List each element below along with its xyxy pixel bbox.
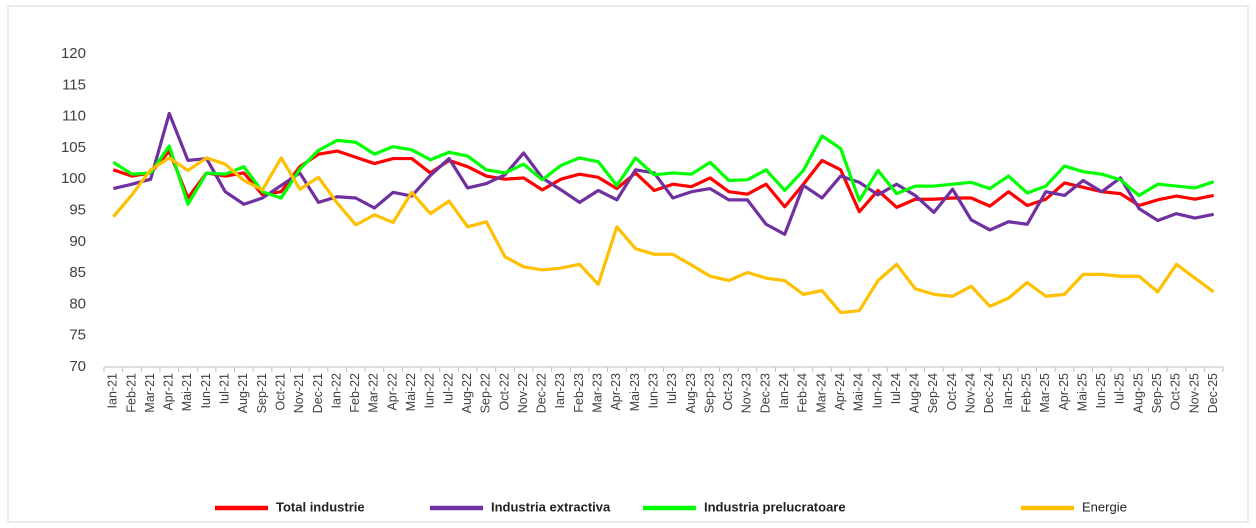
x-tick-label: Nov-25 xyxy=(1187,373,1201,413)
y-tick-label: 70 xyxy=(69,358,86,375)
y-tick-label: 80 xyxy=(69,295,86,312)
y-tick-label: 95 xyxy=(69,201,86,218)
x-tick-label: Aug-24 xyxy=(908,373,922,413)
x-tick-label: Nov-23 xyxy=(740,373,754,413)
x-tick-label: Mai-21 xyxy=(180,373,194,411)
x-tick-label: Mar-25 xyxy=(1038,373,1052,413)
x-tick-label: Ian-25 xyxy=(1001,373,1015,408)
x-tick-label: Nov-24 xyxy=(964,373,978,413)
x-tick-label: Mai-23 xyxy=(628,373,642,411)
x-tick-label: Feb-24 xyxy=(796,373,810,413)
x-tick-label: Oct-23 xyxy=(721,373,735,411)
y-tick-label: 85 xyxy=(69,264,86,281)
series-line xyxy=(112,134,1215,206)
x-tick-label: Dec-22 xyxy=(535,373,549,413)
x-tick-label: Mai-24 xyxy=(852,373,866,411)
x-tick-label: Iul-22 xyxy=(441,373,455,404)
x-tick-label: Iun-22 xyxy=(423,373,437,408)
x-tick-label: Mar-24 xyxy=(814,373,828,413)
x-tick-label: Oct-21 xyxy=(273,373,287,411)
x-tick-label: Iun-25 xyxy=(1094,373,1108,408)
x-tick-label: Iul-23 xyxy=(665,373,679,404)
x-tick-label: Oct-24 xyxy=(945,373,959,411)
x-tick-label: Sep-21 xyxy=(255,373,269,413)
y-tick-label: 120 xyxy=(61,45,86,62)
x-tick-label: Ian-23 xyxy=(553,373,567,408)
x-tick-label: Sep-22 xyxy=(479,373,493,413)
x-tick-label: Ian-21 xyxy=(106,373,120,408)
y-tick-label: 75 xyxy=(69,327,86,344)
x-tick-label: Apr-23 xyxy=(609,373,623,411)
x-tick-label: Feb-25 xyxy=(1019,373,1033,413)
legend-label: Industria extractiva xyxy=(491,499,611,514)
x-tick-label: Dec-21 xyxy=(311,373,325,413)
y-tick-label: 110 xyxy=(62,108,86,125)
x-tick-label: Mar-23 xyxy=(591,373,605,413)
x-tick-label: Apr-21 xyxy=(162,373,176,411)
legend-label: Total industrie xyxy=(276,499,365,514)
series-line xyxy=(112,156,1215,315)
x-tick-label: Dec-24 xyxy=(982,373,996,413)
y-tick-label: 105 xyxy=(61,139,86,156)
x-tick-label: Mar-22 xyxy=(367,373,381,413)
x-tick-label: Aug-21 xyxy=(236,373,250,413)
x-tick-label: Ian-24 xyxy=(777,373,791,408)
x-tick-label: Nov-22 xyxy=(516,373,530,413)
x-tick-label: Iul-21 xyxy=(218,373,232,404)
legend-label: Energie xyxy=(1082,499,1127,514)
x-tick-label: Aug-22 xyxy=(460,373,474,413)
x-tick-label: Dec-23 xyxy=(758,373,772,413)
x-tick-label: Oct-25 xyxy=(1169,373,1183,411)
x-tick-label: Ian-22 xyxy=(329,373,343,408)
x-tick-label: Aug-23 xyxy=(684,373,698,413)
x-tick-label: Aug-25 xyxy=(1131,373,1145,413)
chart-border xyxy=(7,5,1249,523)
x-tick-label: Sep-24 xyxy=(926,373,940,413)
x-tick-label: Iun-21 xyxy=(199,373,213,408)
x-tick-label: Dec-25 xyxy=(1206,373,1220,413)
x-tick-label: Sep-23 xyxy=(702,373,716,413)
x-tick-label: Feb-23 xyxy=(572,373,586,413)
x-tick-label: Feb-22 xyxy=(348,373,362,413)
x-tick-label: Oct-22 xyxy=(497,373,511,411)
x-tick-label: Mai-22 xyxy=(404,373,418,411)
x-tick-label: Mai-25 xyxy=(1075,373,1089,411)
x-tick-label: Iun-23 xyxy=(646,373,660,408)
y-tick-label: 115 xyxy=(62,76,86,93)
y-tick-label: 90 xyxy=(69,233,86,250)
x-tick-label: Iul-24 xyxy=(889,373,903,404)
x-tick-label: Mar-21 xyxy=(143,373,157,413)
x-tick-label: Apr-24 xyxy=(833,373,847,411)
x-tick-label: Feb-21 xyxy=(124,373,138,413)
x-tick-label: Apr-22 xyxy=(385,373,399,411)
x-tick-label: Iun-24 xyxy=(870,373,884,408)
y-tick-label: 100 xyxy=(61,170,86,187)
x-tick-label: Nov-21 xyxy=(292,373,306,413)
x-tick-label: Iul-25 xyxy=(1113,373,1127,404)
x-tick-label: Apr-25 xyxy=(1057,373,1071,411)
x-tick-label: Sep-25 xyxy=(1150,373,1164,413)
legend-label: Industria prelucratoare xyxy=(704,499,846,514)
